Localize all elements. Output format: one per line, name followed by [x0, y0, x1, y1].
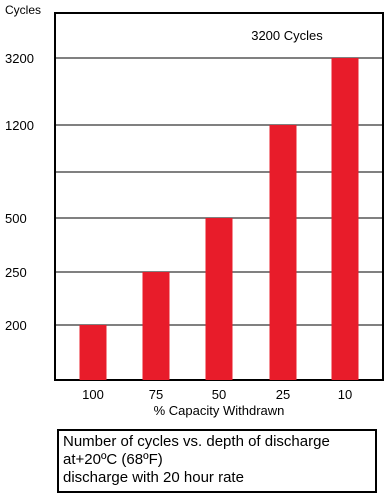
caption-line-2: at+20ºC (68ºF): [63, 451, 163, 468]
bar: [205, 218, 233, 380]
y-tick-label-250: 250: [5, 265, 27, 280]
x-tick-label: 50: [212, 387, 226, 402]
y-tick-label-200: 200: [5, 318, 27, 333]
y-tick-label-500: 500: [5, 211, 27, 226]
x-tick-label: 75: [149, 387, 163, 402]
caption-line-3: discharge with 20 hour rate: [63, 469, 244, 486]
chart-caption: Number of cycles vs. depth of discharge …: [57, 429, 377, 493]
y-axis-title: Cycles: [5, 3, 41, 17]
bar: [79, 325, 107, 380]
bar: [331, 58, 359, 380]
x-axis-title: % Capacity Withdrawn: [154, 403, 285, 418]
x-tick-label: 100: [82, 387, 104, 402]
bar: [142, 272, 170, 380]
x-tick-label: 10: [338, 387, 352, 402]
x-tick-label: 25: [276, 387, 290, 402]
y-tick-label-1200: 1200: [5, 118, 34, 133]
y-tick-label-3200: 3200: [5, 51, 34, 66]
bar: [269, 125, 297, 380]
bar-annotation: 3200 Cycles: [251, 28, 323, 43]
caption-line-1: Number of cycles vs. depth of discharge: [63, 433, 330, 450]
